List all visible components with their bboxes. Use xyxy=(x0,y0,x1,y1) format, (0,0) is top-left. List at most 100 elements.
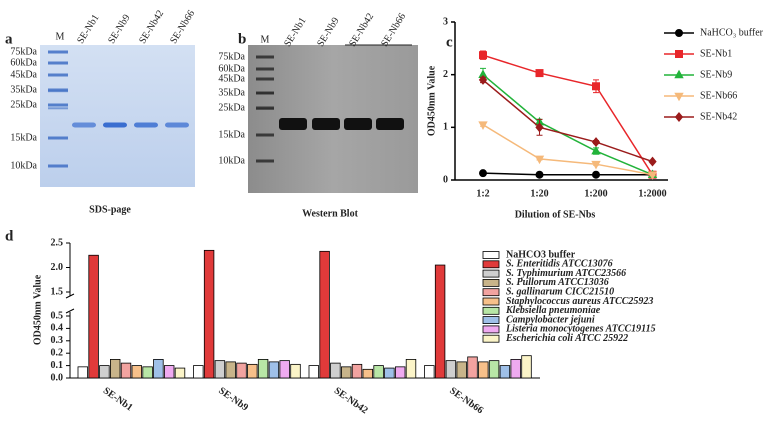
legend-swatch xyxy=(482,288,500,297)
x-axis-title: Dilution of SE-Nbs xyxy=(515,209,596,220)
legend-swatch xyxy=(482,251,500,259)
point xyxy=(648,156,657,167)
y-tick-label: 3 xyxy=(443,16,448,27)
point xyxy=(478,74,488,85)
x-tick-label: 1:20 xyxy=(530,188,548,199)
marker-label: 25kDa xyxy=(10,99,37,110)
y-tick-label: 0.0 xyxy=(51,372,64,383)
bar xyxy=(203,249,215,379)
x-tick-label: SE-Nb66 xyxy=(447,385,485,416)
bar xyxy=(268,361,280,379)
legend-label: NaHCO₃ buffer xyxy=(700,27,764,38)
bar xyxy=(257,358,269,379)
ladder-band xyxy=(256,92,274,95)
bar xyxy=(330,362,341,379)
bar xyxy=(521,355,532,379)
panel-label: d xyxy=(5,228,14,244)
series-line xyxy=(482,74,653,176)
x-tick-label: 1:200 xyxy=(584,188,607,199)
marker-label: 35kDa xyxy=(10,84,37,95)
bar xyxy=(131,365,143,379)
legend-swatch xyxy=(482,260,500,269)
lane-label: SE-Nb9 xyxy=(315,16,341,49)
bar xyxy=(290,363,301,379)
point xyxy=(675,29,683,37)
legend-swatch xyxy=(482,325,500,334)
bar xyxy=(384,367,395,379)
legend-label: SE-Nb9 xyxy=(700,69,732,80)
bar xyxy=(99,365,110,379)
bar xyxy=(247,363,258,379)
lane-label: SE-Nb66 xyxy=(168,8,197,45)
ladder-band xyxy=(48,88,68,92)
bar xyxy=(193,365,204,379)
caption: SDS-page xyxy=(89,204,131,215)
marker-label: 75kDa xyxy=(10,46,37,57)
marker-label: 25kDa xyxy=(218,102,245,113)
ladder-band xyxy=(48,61,68,65)
y-axis-title: OD450nm Value xyxy=(426,65,437,136)
lane-label: SE-Nb66 xyxy=(379,11,408,48)
x-tick-label: SE-Nb9 xyxy=(216,385,250,413)
caption: Western Blot xyxy=(302,208,358,219)
x-tick-label: 1:2 xyxy=(476,188,489,199)
bar xyxy=(362,368,374,379)
point xyxy=(535,170,544,179)
marker-label: 75kDa xyxy=(218,51,245,62)
legend-label: SE-Nb66 xyxy=(700,90,737,101)
bar xyxy=(424,365,435,379)
protein-band xyxy=(279,118,307,130)
y-tick-label: 0.1 xyxy=(51,360,64,371)
marker-label: 10kDa xyxy=(218,155,245,166)
legend-swatch xyxy=(482,316,500,325)
point xyxy=(535,69,544,78)
legend-label: Staphylococcus aureus ATCC25923 xyxy=(506,296,653,307)
ladder-band xyxy=(48,103,68,107)
x-tick-label: 1:2000 xyxy=(638,188,666,199)
legend-label: Klebsiella pneumoniae xyxy=(505,305,601,316)
lane-label: SE-Nb1 xyxy=(75,13,101,46)
axis-break xyxy=(65,293,75,314)
bar xyxy=(236,362,247,379)
marker-label: 45kDa xyxy=(10,69,37,80)
legend-label: S. gallinarum CICC21510 xyxy=(506,286,614,297)
bar xyxy=(340,366,352,379)
lane-label: SE-Nb42 xyxy=(137,8,166,45)
point xyxy=(478,121,488,130)
point xyxy=(591,160,601,170)
legend-label: SE-Nb42 xyxy=(700,111,737,122)
y-tick-label: 1 xyxy=(443,122,448,133)
lane-label: M xyxy=(56,31,65,42)
legend-swatch xyxy=(482,269,500,278)
point xyxy=(647,171,658,180)
lane-label: SE-Nb1 xyxy=(282,16,308,49)
lane-label: SE-Nb42 xyxy=(347,11,376,48)
y-tick-label: 0 xyxy=(443,174,448,185)
y-tick-label: 0.4 xyxy=(51,323,64,334)
bar xyxy=(351,363,363,379)
ladder-band xyxy=(256,107,274,110)
y-tick-label: 2.0 xyxy=(51,262,64,273)
protein-band xyxy=(165,122,189,128)
bar xyxy=(434,264,446,379)
point xyxy=(592,170,600,179)
point xyxy=(592,82,600,91)
protein-band xyxy=(103,122,127,128)
bar xyxy=(163,365,175,379)
marker-label: 15kDa xyxy=(218,129,245,140)
y-tick-label: 2.5 xyxy=(51,237,64,248)
legend-label: SE-Nb1 xyxy=(700,48,732,59)
marker-label: 10kDa xyxy=(10,160,37,171)
legend-label: Escherichia coli ATCC 25922 xyxy=(505,333,628,344)
y-axis-title: OD450nm Value xyxy=(32,274,43,345)
bar xyxy=(394,366,406,379)
y-tick-label: 2 xyxy=(443,69,448,80)
bar xyxy=(279,360,290,379)
sds-gel xyxy=(40,45,195,187)
bar xyxy=(308,365,320,379)
protein-band xyxy=(344,118,372,130)
bar xyxy=(88,254,99,379)
series-line xyxy=(482,124,653,176)
bar xyxy=(467,356,478,379)
